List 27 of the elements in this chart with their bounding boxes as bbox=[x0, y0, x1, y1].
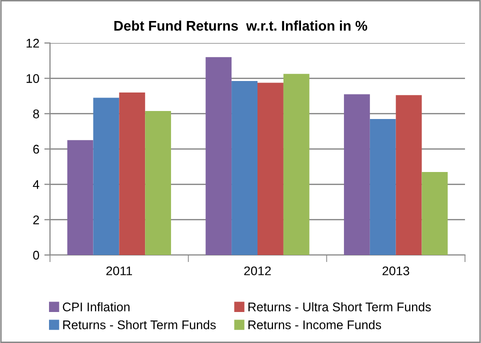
y-tick-label: 2 bbox=[33, 215, 39, 224]
bar bbox=[93, 98, 120, 255]
legend-label: Returns - Ultra Short Term Funds bbox=[248, 302, 431, 312]
y-tick-label: 4 bbox=[32, 180, 40, 189]
bar bbox=[370, 118, 396, 255]
y-tick-label: 12 bbox=[26, 38, 39, 48]
x-tick-label: 2013 bbox=[382, 266, 410, 276]
legend-label: Returns - Income Funds bbox=[248, 320, 382, 330]
bar bbox=[119, 92, 146, 255]
y-tick-label: 10 bbox=[26, 74, 40, 83]
bar bbox=[422, 172, 448, 255]
bar bbox=[396, 95, 422, 255]
y-tick-label: 0 bbox=[33, 250, 40, 260]
bar bbox=[145, 111, 172, 255]
y-tick-label: 8 bbox=[33, 109, 40, 118]
y-tick-label: 6 bbox=[33, 144, 40, 154]
legend-label: CPI Inflation bbox=[62, 302, 130, 312]
x-tick-label: 2011 bbox=[106, 266, 132, 276]
legend-label: Returns - Short Term Funds bbox=[63, 320, 216, 330]
bar bbox=[67, 140, 94, 255]
bar bbox=[283, 74, 310, 255]
chart-title: Debt Fund Returns w.r.t. Inflation in % bbox=[114, 20, 368, 31]
bar bbox=[344, 94, 370, 255]
bar bbox=[232, 80, 258, 255]
bar bbox=[206, 57, 232, 255]
bar bbox=[258, 82, 284, 255]
x-tick-label: 2012 bbox=[244, 266, 271, 276]
